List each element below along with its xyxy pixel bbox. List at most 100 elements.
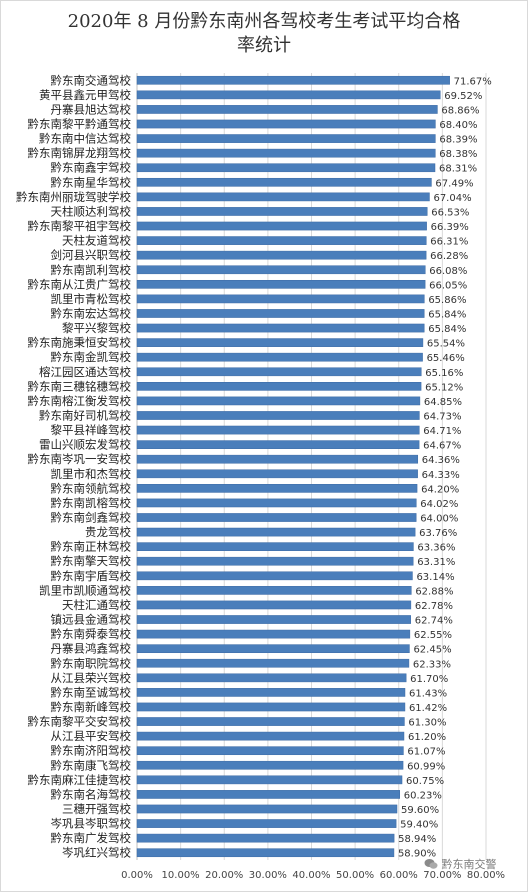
watermark-text: 黔东南交警 — [441, 858, 497, 871]
bar — [136, 163, 436, 173]
category-label: 贵龙驾校 — [85, 525, 131, 539]
bar — [136, 760, 404, 770]
category-label: 黔东南岑巩一安驾校 — [28, 452, 132, 466]
bar — [136, 484, 418, 493]
data-label: 61.30% — [408, 718, 446, 729]
category-label: 岑巩红兴驾校 — [62, 846, 131, 860]
data-label: 66.53% — [431, 207, 469, 218]
bar — [136, 702, 406, 712]
category-label: 黔东南鑫宇驾校 — [51, 161, 132, 175]
bar — [136, 105, 438, 114]
data-label: 67.49% — [435, 178, 473, 189]
data-label: 63.14% — [416, 572, 454, 583]
x-tick-label: 70.00% — [423, 870, 461, 881]
category-label: 凯里市凯顺通驾校 — [39, 583, 131, 597]
x-tick-label: 10.00% — [162, 870, 200, 881]
data-label: 61.42% — [409, 703, 447, 714]
data-label: 64.00% — [420, 514, 458, 525]
data-label: 59.40% — [400, 820, 438, 831]
category-label: 黔东南从江贵广驾校 — [28, 277, 132, 291]
bar — [136, 425, 420, 435]
bar — [136, 819, 397, 828]
category-label: 黄平县鑫元甲驾校 — [39, 88, 131, 102]
x-tick-label: 30.00% — [249, 870, 287, 881]
category-label: 黎平县祥峰驾校 — [51, 423, 132, 437]
category-label: 天柱汇通驾校 — [62, 598, 131, 612]
category-label: 丹寨县旭达驾校 — [51, 102, 132, 116]
category-label: 天柱友道驾校 — [62, 234, 131, 248]
bar — [136, 513, 417, 522]
bar — [136, 367, 422, 377]
bar — [136, 236, 427, 245]
data-label: 68.40% — [439, 120, 477, 131]
bar — [136, 382, 422, 391]
data-label: 64.36% — [422, 455, 460, 466]
bar — [136, 571, 413, 581]
data-label: 63.36% — [417, 543, 455, 554]
data-label: 66.05% — [429, 280, 467, 291]
bar — [136, 454, 419, 464]
bar — [136, 586, 412, 595]
category-label: 黔东南星华驾校 — [51, 175, 132, 189]
data-label: 68.31% — [439, 164, 477, 175]
category-label: 黔东南新峰驾校 — [51, 700, 132, 714]
data-label: 66.39% — [431, 222, 469, 233]
bar — [136, 90, 441, 100]
data-label: 65.16% — [425, 368, 463, 379]
data-label: 65.86% — [428, 295, 466, 306]
category-label: 黔东南交通驾校 — [51, 73, 132, 87]
data-label: 60.23% — [404, 790, 442, 801]
data-label: 66.28% — [430, 251, 468, 262]
wechat-icon — [424, 858, 442, 871]
x-tick-label: 20.00% — [205, 870, 243, 881]
category-label: 岑巩县岑职驾校 — [51, 817, 132, 831]
data-label: 62.55% — [414, 630, 452, 641]
bar — [136, 323, 425, 333]
category-label: 黔东南正林驾校 — [51, 540, 132, 554]
bar — [136, 440, 420, 449]
data-label: 58.90% — [398, 849, 436, 860]
category-label: 黔东南剑鑫驾校 — [51, 511, 132, 525]
data-label: 64.73% — [423, 411, 461, 422]
x-tick-label: 0.00% — [121, 870, 153, 881]
data-label: 60.99% — [407, 761, 445, 772]
category-label: 黔东南宇盾驾校 — [51, 569, 132, 583]
bar — [136, 177, 432, 187]
data-label: 68.39% — [439, 135, 477, 146]
bar — [136, 746, 404, 756]
bar — [136, 556, 414, 566]
data-label: 61.70% — [410, 674, 448, 685]
chart-title-line-2: 率统计 — [237, 35, 291, 56]
bar — [136, 615, 411, 624]
category-label: 黔东南黎平黔通驾校 — [28, 117, 132, 131]
data-label: 66.31% — [430, 237, 468, 248]
bar — [136, 658, 410, 668]
bar — [136, 498, 417, 508]
category-label: 从江县荣兴驾校 — [51, 671, 132, 685]
category-label: 黔东南黎平祖宇驾校 — [28, 219, 132, 233]
category-label: 黔东南凯榕驾校 — [51, 496, 132, 510]
category-label: 黔东南好司机驾校 — [39, 408, 131, 422]
chart-title-line-1: 2020年 8 月份黔东南州各驾校考生考试平均合格 — [67, 11, 461, 32]
category-label: 黔东南榕江衡发驾校 — [28, 394, 132, 408]
bar — [136, 309, 425, 318]
data-label: 64.67% — [423, 441, 461, 452]
bar — [136, 294, 425, 304]
chart-title: 2020年 8 月份黔东南州各驾校考生考试平均合格 率统计 — [20, 10, 508, 58]
data-label: 62.74% — [415, 616, 453, 627]
category-label: 黔东南三穗铭穗驾校 — [28, 379, 132, 393]
category-label: 黔东南施秉恒安驾校 — [28, 336, 132, 350]
category-label: 黔东南金凯驾校 — [51, 350, 132, 364]
data-label: 67.04% — [433, 193, 471, 204]
x-tick-label: 80.00% — [467, 870, 505, 881]
data-label: 63.76% — [419, 528, 457, 539]
data-label: 65.84% — [428, 309, 466, 320]
data-label: 65.46% — [427, 353, 465, 364]
bar — [136, 644, 410, 654]
category-label: 凯里市和杰驾校 — [51, 467, 132, 481]
data-label: 65.12% — [425, 382, 463, 393]
x-tick-label: 50.00% — [336, 870, 374, 881]
category-label: 黔东南领航驾校 — [51, 481, 132, 495]
bar — [136, 279, 426, 289]
